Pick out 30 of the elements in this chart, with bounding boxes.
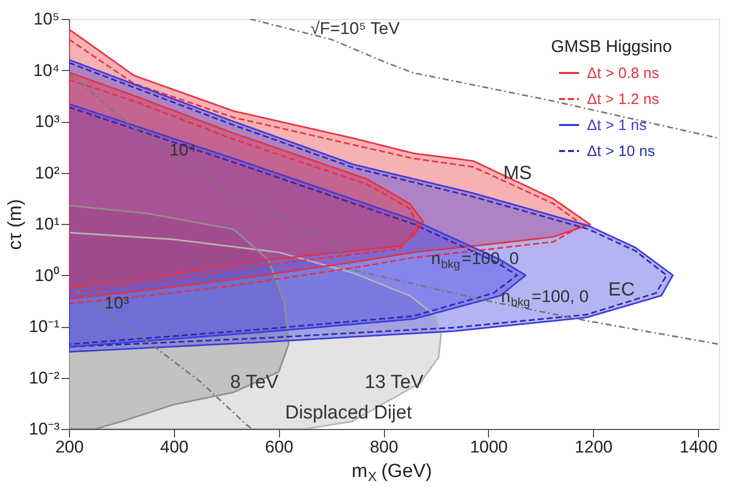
x-tick-label: 1400 (680, 438, 718, 456)
x-tick-label: 600 (264, 438, 294, 456)
legend-label: Δt > 10 ns (587, 143, 655, 160)
x-tick-label: 400 (160, 438, 189, 456)
annotation: √F=10⁵ TeV (310, 18, 400, 38)
annotation: Displaced Dijet (285, 402, 413, 424)
annotation: 8 TeV (230, 372, 279, 393)
y-axis-title: cτ (m) (4, 199, 26, 250)
x-tick-label: 1200 (574, 438, 613, 456)
annotation: 10⁴ (170, 140, 196, 160)
legend-label: Δt > 1.2 ns (587, 91, 660, 108)
y-tick-label: 10³ (34, 112, 60, 131)
legend-label: Δt > 0.8 ns (587, 65, 660, 82)
annotation: EC (608, 280, 635, 301)
legend-title: GMSB Higgsino (551, 37, 672, 56)
y-tick-label: 10⁻³ (28, 420, 60, 438)
y-tick-label: 10⁻¹ (28, 317, 60, 336)
y-tick-label: 10⁻² (28, 368, 60, 388)
y-tick-label: 10⁰ (34, 266, 60, 285)
annotation: MS (503, 162, 532, 184)
annotation: 13 TeV (364, 372, 424, 393)
y-tick-label: 10⁵ (34, 10, 60, 28)
legend-label: Δt > 1 ns (587, 117, 647, 134)
y-tick-label: 10¹ (34, 214, 60, 234)
x-tick-label: 800 (370, 438, 398, 456)
annotation: 10³ (104, 294, 130, 313)
x-tick-label: 1000 (470, 438, 508, 456)
x-tick-label: 200 (55, 438, 84, 456)
y-tick-label: 10² (34, 163, 60, 182)
y-tick-label: 10⁴ (33, 60, 60, 80)
